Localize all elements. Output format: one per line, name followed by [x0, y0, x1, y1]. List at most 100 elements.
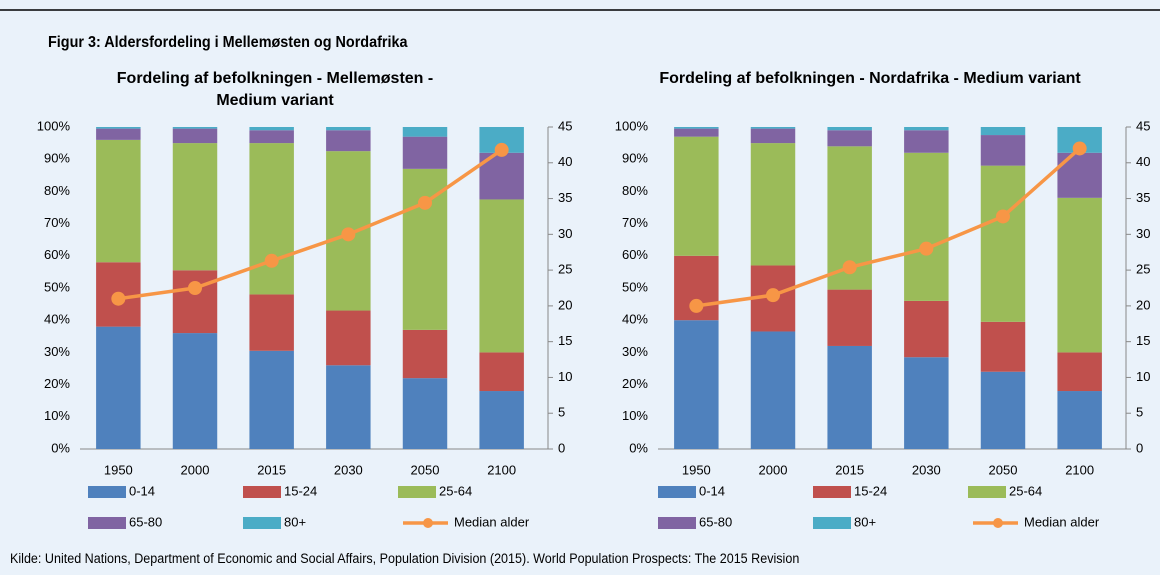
x-tick-label: 1950 — [104, 462, 133, 477]
bar-segment — [750, 128, 796, 144]
y-tick-label: 90% — [44, 151, 70, 166]
bar-segment — [172, 333, 218, 449]
bar-segment — [96, 128, 141, 140]
y-tick-label: 50% — [44, 279, 70, 294]
x-tick-label: 2030 — [912, 462, 941, 477]
bar-segment — [827, 130, 872, 147]
y2-tick-label: 25 — [1136, 262, 1150, 277]
y-tick-label: 80% — [44, 183, 70, 198]
y-tick-label: 50% — [622, 279, 648, 294]
y2-tick-label: 15 — [558, 333, 572, 348]
y-tick-label: 40% — [622, 312, 648, 327]
y2-tick-label: 20 — [558, 297, 572, 312]
bar-segment — [904, 357, 949, 449]
y-tick-label: 70% — [622, 215, 648, 230]
y2-tick-label: 40 — [1136, 154, 1150, 169]
legend-label: 25-64 — [1009, 483, 1042, 498]
y-tick-label: 40% — [44, 312, 70, 327]
x-tick-label: 2015 — [835, 462, 864, 477]
bar-segment — [980, 371, 1026, 449]
legend-swatch — [658, 517, 696, 529]
line-marker — [264, 253, 279, 268]
legend-swatch — [993, 518, 1003, 528]
bar-segment — [326, 127, 371, 131]
y-tick-label: 10% — [622, 408, 648, 423]
y-tick-label: 20% — [622, 376, 648, 391]
y2-tick-label: 20 — [1136, 297, 1150, 312]
legend-swatch — [658, 486, 696, 498]
bar-segment — [980, 127, 1026, 136]
line-marker — [111, 291, 126, 306]
bar-segment — [1057, 352, 1102, 392]
source-note: Kilde: United Nations, Department of Eco… — [10, 551, 800, 566]
legend-label: 80+ — [854, 514, 876, 529]
bar-segment — [750, 127, 796, 129]
legend-label: 0-14 — [699, 483, 725, 498]
line — [118, 148, 503, 301]
x-tick-label: 2030 — [334, 462, 363, 477]
line-marker — [766, 288, 780, 303]
bar-segment — [402, 329, 448, 379]
x-tick-label: 1950 — [682, 462, 711, 477]
x-tick-label: 2000 — [181, 462, 210, 477]
legend-swatch — [243, 517, 281, 529]
bar-segment — [326, 130, 371, 152]
bar-segment — [827, 127, 872, 131]
y2-tick-label: 10 — [558, 369, 572, 384]
y-tick-label: 90% — [622, 151, 648, 166]
line-marker — [842, 260, 857, 275]
bar-segment — [249, 143, 294, 295]
legend-label: 0-14 — [129, 483, 155, 498]
y-tick-label: 100% — [37, 118, 71, 133]
y-tick-label: 20% — [44, 376, 70, 391]
legend-swatch — [88, 486, 126, 498]
bar-segment — [96, 326, 141, 449]
bar-segment — [172, 143, 218, 271]
y-tick-label: 30% — [622, 344, 648, 359]
bar-segment — [402, 378, 448, 449]
bar-segment — [750, 331, 796, 449]
legend-swatch — [968, 486, 1006, 498]
y2-tick-label: 5 — [1136, 405, 1143, 420]
bar-segment — [402, 136, 448, 169]
y-tick-label: 80% — [622, 183, 648, 198]
bar-segment — [249, 350, 294, 449]
legend-label: Median alder — [454, 514, 530, 529]
figure-title: Figur 3: Aldersfordeling i Mellemøsten o… — [48, 34, 408, 51]
bar-segment — [904, 127, 949, 131]
y-tick-label: 100% — [615, 118, 649, 133]
legend-swatch — [423, 518, 433, 528]
y2-tick-label: 45 — [1136, 118, 1150, 133]
bar-segment — [904, 130, 949, 153]
bar-segment — [402, 168, 448, 330]
bar-segment — [1057, 391, 1102, 449]
legend-label: 15-24 — [854, 483, 887, 498]
y-tick-label: 60% — [44, 247, 70, 262]
line-marker — [689, 298, 704, 313]
y2-tick-label: 45 — [558, 118, 572, 133]
y2-tick-label: 30 — [1136, 226, 1150, 241]
bar-segment — [172, 127, 218, 129]
bar-segment — [479, 391, 524, 449]
x-tick-label: 2100 — [1065, 462, 1094, 477]
y-tick-label: 0% — [629, 440, 648, 455]
bar-segment — [750, 143, 796, 266]
x-tick-label: 2050 — [411, 462, 440, 477]
line-marker — [996, 209, 1010, 224]
bar-segment — [172, 270, 218, 334]
bar-segment — [980, 321, 1026, 372]
line-marker — [919, 241, 934, 256]
y2-tick-label: 35 — [1136, 190, 1150, 205]
bar-segment — [904, 152, 949, 301]
legend-label: 15-24 — [284, 483, 317, 498]
bar-segment — [326, 365, 371, 449]
legend-label: 65-80 — [129, 514, 162, 529]
bar-segment — [1057, 197, 1102, 353]
y2-tick-label: 5 — [558, 405, 565, 420]
chart-title: Fordeling af befolkningen - Mellemøsten … — [116, 70, 434, 109]
legend-label: 65-80 — [699, 514, 732, 529]
y-tick-label: 60% — [622, 247, 648, 262]
bar-segment — [827, 345, 872, 449]
legend-swatch — [88, 517, 126, 529]
x-tick-label: 2050 — [989, 462, 1018, 477]
